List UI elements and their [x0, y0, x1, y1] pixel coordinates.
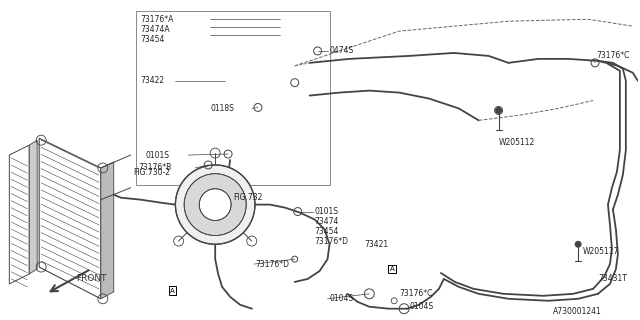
- Text: A: A: [390, 266, 394, 272]
- Circle shape: [575, 241, 581, 247]
- Text: 73176*C: 73176*C: [596, 52, 629, 60]
- Text: 0104S: 0104S: [330, 294, 354, 303]
- Text: 73431T: 73431T: [598, 275, 627, 284]
- Text: 0101S: 0101S: [145, 150, 170, 160]
- Text: 73422: 73422: [141, 76, 164, 85]
- Polygon shape: [10, 145, 29, 284]
- Text: 0104S: 0104S: [409, 302, 433, 311]
- Text: 73474A: 73474A: [141, 25, 170, 34]
- Polygon shape: [101, 162, 114, 299]
- Text: 0118S: 0118S: [210, 104, 234, 113]
- Text: 73454: 73454: [315, 227, 339, 236]
- Text: 0474S: 0474S: [330, 46, 354, 55]
- Text: 73176*D: 73176*D: [315, 237, 349, 246]
- Text: W205117: W205117: [583, 247, 620, 256]
- Polygon shape: [39, 138, 101, 299]
- Circle shape: [175, 165, 255, 244]
- Bar: [136, 11, 330, 185]
- Text: FIG.732: FIG.732: [233, 193, 262, 202]
- Text: 73176*C: 73176*C: [399, 289, 433, 298]
- Text: 73176*B: 73176*B: [139, 164, 172, 172]
- Text: FIG.730-2: FIG.730-2: [134, 168, 171, 177]
- Text: 73454: 73454: [141, 35, 165, 44]
- Text: 73474: 73474: [315, 217, 339, 226]
- Circle shape: [199, 189, 231, 220]
- Text: 73176*D: 73176*D: [255, 260, 289, 268]
- Text: A730001241: A730001241: [553, 307, 602, 316]
- Text: W205112: W205112: [499, 138, 535, 147]
- Text: 73421: 73421: [364, 240, 388, 249]
- Polygon shape: [29, 140, 37, 274]
- Circle shape: [184, 174, 246, 236]
- Text: A: A: [170, 288, 175, 294]
- Text: FRONT: FRONT: [76, 275, 106, 284]
- Circle shape: [495, 108, 502, 113]
- Text: 73176*A: 73176*A: [141, 15, 174, 24]
- Text: 0101S: 0101S: [315, 207, 339, 216]
